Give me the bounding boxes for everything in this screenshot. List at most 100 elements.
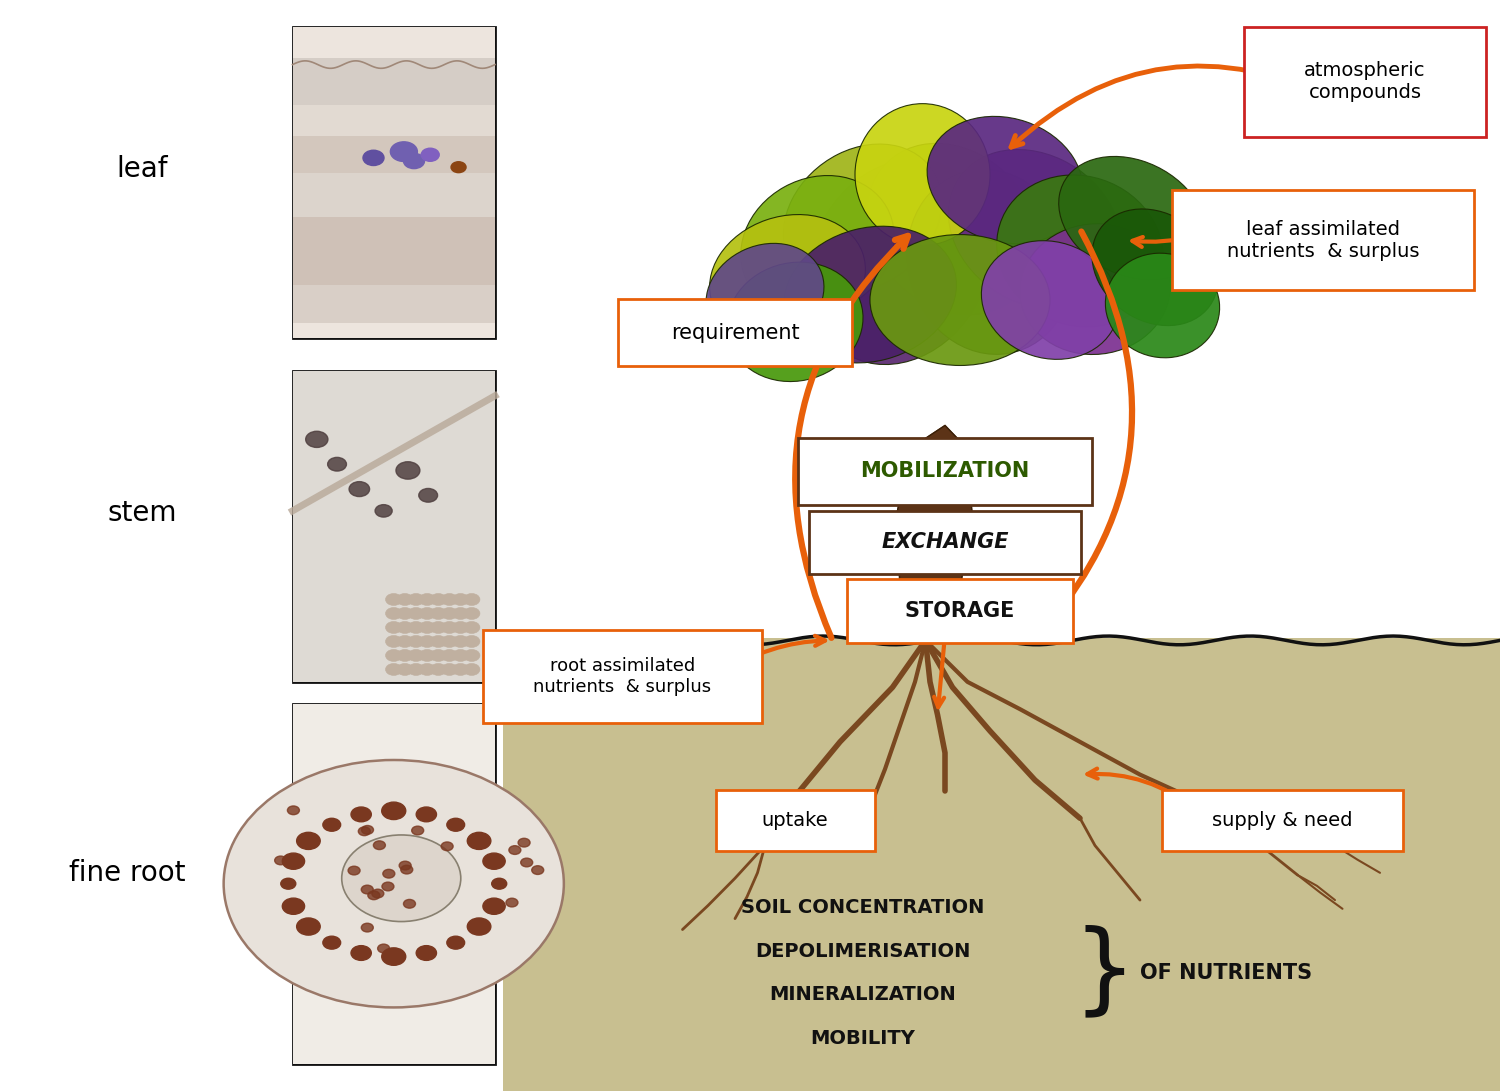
Circle shape [342,835,460,922]
Circle shape [358,827,370,836]
Circle shape [404,899,416,908]
Circle shape [419,663,435,675]
Circle shape [408,663,424,675]
Circle shape [280,878,296,889]
Text: requirement: requirement [670,323,800,343]
Text: SOIL CONCENTRATION: SOIL CONCENTRATION [741,898,984,918]
Circle shape [396,461,420,479]
Circle shape [288,806,300,815]
Text: fine root: fine root [69,859,186,887]
Bar [292,173,495,217]
Circle shape [419,489,438,502]
Text: MOBILIZATION: MOBILIZATION [861,461,1029,481]
Ellipse shape [706,243,824,346]
Circle shape [453,663,470,675]
Circle shape [362,826,374,835]
Circle shape [441,622,458,634]
Circle shape [453,622,470,634]
Circle shape [386,608,402,620]
Circle shape [351,946,372,960]
FancyBboxPatch shape [1173,190,1473,289]
Circle shape [416,807,436,822]
Circle shape [396,594,412,606]
Ellipse shape [1059,156,1206,280]
Circle shape [375,505,392,517]
Circle shape [386,635,402,647]
Circle shape [399,861,411,870]
Circle shape [327,457,346,471]
Circle shape [396,663,412,675]
Bar [292,27,495,338]
Circle shape [419,608,435,620]
Circle shape [381,802,405,819]
Bar [292,136,495,173]
Circle shape [382,870,394,878]
Ellipse shape [710,215,866,341]
Circle shape [390,142,417,161]
Ellipse shape [981,241,1119,359]
Text: atmospheric
compounds: atmospheric compounds [1304,61,1425,103]
Circle shape [453,608,470,620]
Bar [292,286,495,323]
Circle shape [464,649,480,661]
Circle shape [374,841,386,850]
Circle shape [447,936,465,949]
Text: root assimilated
nutrients  & surplus: root assimilated nutrients & surplus [534,657,711,696]
Circle shape [396,608,412,620]
Circle shape [362,885,374,894]
Circle shape [386,594,402,606]
Circle shape [396,649,412,661]
Circle shape [506,898,518,907]
Polygon shape [897,425,972,640]
Ellipse shape [927,117,1083,243]
Circle shape [224,760,564,1007]
Circle shape [441,842,453,851]
Circle shape [430,649,447,661]
Bar [292,704,495,1064]
Circle shape [453,594,470,606]
Circle shape [282,898,304,914]
Circle shape [303,925,315,934]
Circle shape [363,151,384,166]
Ellipse shape [1106,253,1220,358]
Circle shape [416,946,436,960]
Text: EXCHANGE: EXCHANGE [882,532,1008,552]
Circle shape [408,649,424,661]
Circle shape [430,608,447,620]
Circle shape [396,635,412,647]
Circle shape [404,154,424,169]
Bar [292,704,495,1064]
Ellipse shape [1092,209,1218,325]
Bar [292,27,495,338]
Text: DEPOLIMERISATION: DEPOLIMERISATION [754,942,970,961]
Circle shape [408,622,424,634]
Circle shape [362,923,374,932]
FancyBboxPatch shape [846,579,1074,643]
Ellipse shape [741,176,894,315]
Bar [292,371,495,682]
Circle shape [422,148,440,161]
Circle shape [419,635,435,647]
Text: leaf assimilated
nutrients  & surplus: leaf assimilated nutrients & surplus [1227,219,1419,261]
Circle shape [464,608,480,620]
Circle shape [468,918,490,935]
Circle shape [441,649,458,661]
Text: supply & need: supply & need [1212,811,1353,830]
Circle shape [382,883,394,891]
Circle shape [441,663,458,675]
Circle shape [453,649,470,661]
Text: }: } [1072,925,1136,1021]
Circle shape [408,608,424,620]
Circle shape [483,853,506,870]
Bar [292,105,495,136]
Circle shape [452,161,466,172]
FancyBboxPatch shape [810,511,1080,574]
Circle shape [483,898,506,914]
Circle shape [382,807,394,816]
Bar [503,638,1500,1091]
Circle shape [464,594,480,606]
Circle shape [468,832,490,850]
Text: stem: stem [108,499,177,527]
Circle shape [274,856,286,865]
Circle shape [509,846,520,854]
